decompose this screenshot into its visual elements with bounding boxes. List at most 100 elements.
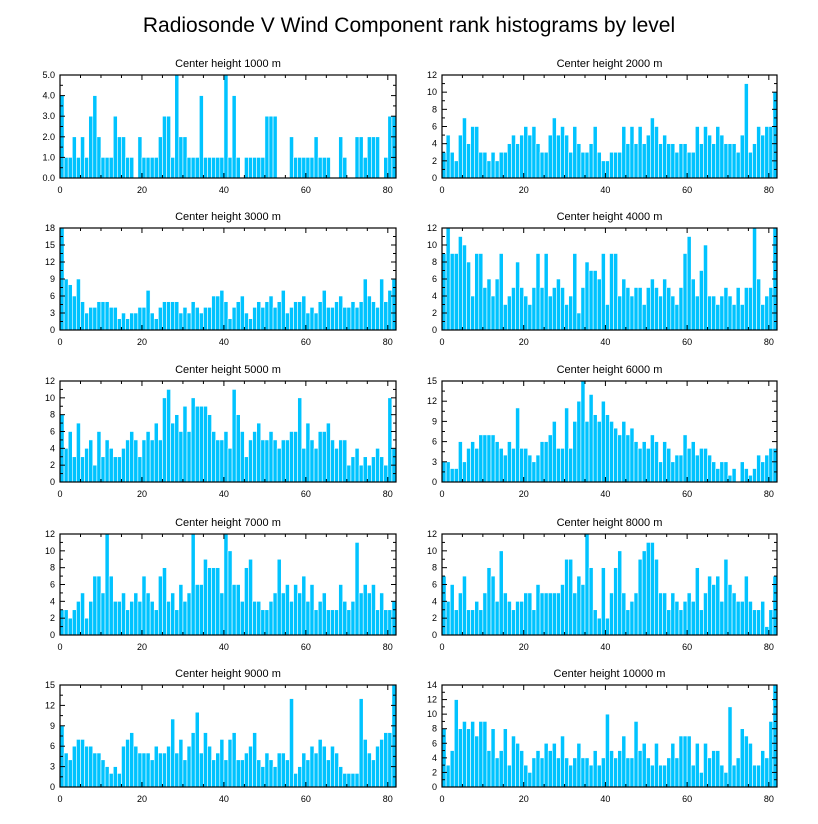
bar bbox=[760, 601, 766, 636]
bar bbox=[375, 745, 380, 788]
x-tick-label: 80 bbox=[764, 337, 774, 347]
bar bbox=[280, 290, 286, 331]
bar bbox=[207, 157, 212, 179]
bar bbox=[515, 601, 520, 636]
bar bbox=[768, 287, 774, 331]
x-tick-label: 60 bbox=[682, 794, 692, 804]
bar bbox=[354, 136, 360, 179]
bar bbox=[276, 301, 282, 331]
bar bbox=[326, 157, 331, 179]
bar bbox=[358, 136, 364, 179]
bar bbox=[543, 592, 549, 636]
bar bbox=[297, 397, 303, 483]
bar bbox=[731, 304, 737, 331]
bar bbox=[515, 742, 520, 788]
bar bbox=[739, 728, 745, 788]
bar bbox=[453, 699, 459, 788]
bar bbox=[621, 278, 627, 331]
bar bbox=[490, 295, 496, 331]
bar bbox=[112, 115, 118, 179]
x-tick-label: 20 bbox=[137, 185, 147, 195]
bar bbox=[670, 592, 676, 636]
bar bbox=[137, 136, 143, 179]
y-tick-label: 0.0 bbox=[42, 173, 55, 183]
bar bbox=[625, 143, 631, 179]
bar bbox=[199, 752, 204, 788]
bar bbox=[244, 752, 249, 788]
bar bbox=[289, 136, 294, 179]
bar bbox=[588, 567, 594, 636]
bar bbox=[358, 301, 364, 331]
bar bbox=[104, 533, 110, 636]
bar bbox=[568, 151, 574, 179]
bar bbox=[748, 474, 753, 483]
bar bbox=[100, 301, 106, 331]
bar bbox=[478, 434, 484, 483]
bar bbox=[285, 584, 290, 636]
bar bbox=[141, 307, 147, 331]
bar bbox=[362, 584, 368, 636]
bar bbox=[330, 609, 335, 636]
bar bbox=[633, 287, 639, 331]
bar bbox=[272, 439, 278, 483]
x-tick-label: 0 bbox=[439, 337, 444, 347]
bar bbox=[605, 304, 610, 331]
bar bbox=[108, 773, 114, 788]
bar bbox=[719, 134, 725, 179]
x-tick-label: 60 bbox=[301, 794, 311, 804]
bar bbox=[166, 301, 171, 331]
bar bbox=[564, 757, 569, 788]
bar bbox=[358, 592, 364, 636]
bar bbox=[682, 143, 688, 179]
y-tick-label: 8 bbox=[50, 410, 55, 420]
bar bbox=[354, 773, 360, 788]
bar bbox=[564, 304, 569, 331]
bar bbox=[149, 601, 155, 636]
bar bbox=[280, 752, 286, 788]
bar bbox=[707, 134, 712, 179]
bar bbox=[686, 448, 692, 483]
bar bbox=[264, 439, 270, 483]
plot-frame bbox=[441, 227, 778, 331]
bar bbox=[166, 601, 171, 636]
bar bbox=[174, 752, 180, 788]
bar bbox=[449, 151, 455, 179]
bar bbox=[141, 575, 147, 636]
bar bbox=[662, 134, 667, 179]
bar bbox=[375, 136, 380, 179]
bar bbox=[80, 456, 85, 483]
bar bbox=[354, 307, 360, 331]
bar bbox=[731, 143, 737, 179]
bar bbox=[117, 601, 122, 636]
bar bbox=[301, 295, 307, 331]
bar bbox=[186, 431, 192, 483]
bar bbox=[108, 448, 114, 483]
bar bbox=[297, 592, 303, 636]
bar bbox=[445, 134, 451, 179]
bar bbox=[260, 157, 266, 179]
bar bbox=[641, 304, 647, 331]
bar bbox=[596, 151, 602, 179]
y-tick-label: 4 bbox=[432, 139, 437, 149]
bar bbox=[125, 318, 130, 331]
bar bbox=[482, 721, 488, 788]
bar bbox=[121, 592, 126, 636]
bar bbox=[666, 448, 672, 483]
bar bbox=[715, 468, 721, 483]
x-tick-label: 20 bbox=[519, 642, 529, 652]
bar bbox=[194, 157, 200, 179]
bar bbox=[650, 764, 655, 788]
bar bbox=[133, 745, 139, 788]
y-tick-label: 6 bbox=[432, 738, 437, 748]
x-tick-label: 40 bbox=[600, 337, 610, 347]
bar bbox=[617, 151, 623, 179]
bar bbox=[678, 454, 684, 483]
bar bbox=[601, 567, 606, 636]
bar bbox=[637, 750, 643, 788]
y-tick-label: 2 bbox=[432, 613, 437, 623]
bar bbox=[289, 431, 294, 483]
x-tick-label: 40 bbox=[219, 489, 229, 499]
bar bbox=[289, 307, 294, 331]
bar bbox=[387, 397, 393, 483]
bar bbox=[125, 739, 130, 788]
